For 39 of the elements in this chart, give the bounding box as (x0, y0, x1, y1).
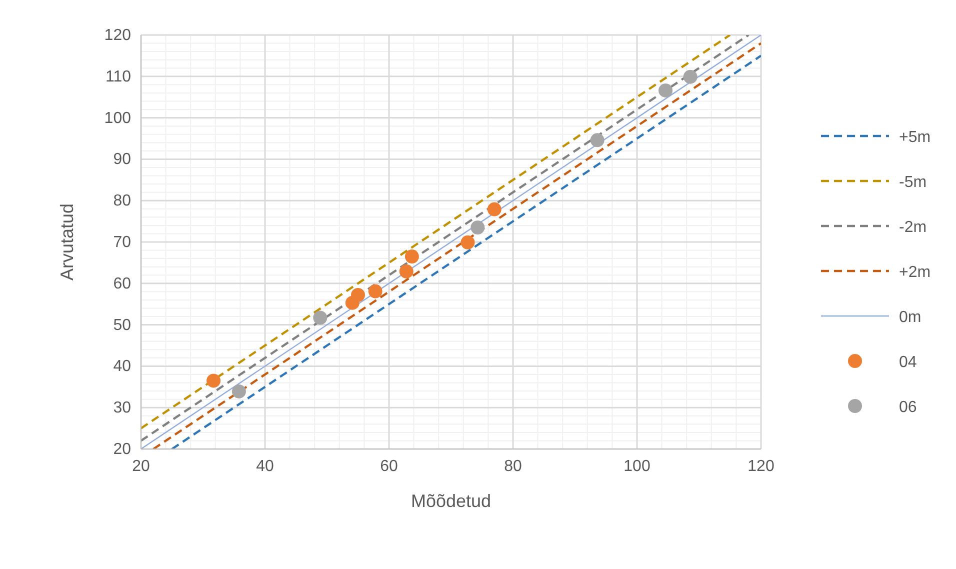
y-tick-label: 110 (105, 68, 132, 86)
legend-label: -5m (899, 174, 927, 191)
y-tick-label: 100 (104, 110, 132, 127)
x-tick-label: 120 (748, 458, 774, 475)
x-axis-title: Mõõdetud (410, 491, 492, 511)
point (683, 70, 698, 84)
x-tick-label: 100 (624, 458, 650, 475)
legend-label: 0m (899, 309, 922, 326)
point (232, 384, 246, 398)
point (399, 264, 414, 278)
y-tick-label: 30 (113, 400, 132, 417)
legend-label: 04 (899, 354, 917, 371)
y-axis-title: Arvutatud (57, 203, 77, 281)
legend-label: +2m (899, 264, 931, 281)
legend-label: -2m (899, 219, 927, 236)
legend-label: 06 (899, 399, 917, 416)
point (313, 310, 328, 325)
point (206, 374, 221, 388)
point (590, 133, 604, 148)
point (368, 284, 382, 298)
x-tick-label: 20 (132, 458, 150, 475)
y-tick-label: 90 (113, 151, 132, 168)
y-tick-label: 120 (104, 27, 132, 44)
legend-label: +5m (899, 129, 931, 146)
x-tick-label: 40 (256, 458, 274, 475)
y-tick-label: 40 (113, 358, 132, 376)
y-tick-label: 20 (113, 441, 132, 458)
point (487, 202, 502, 216)
x-tick-label: 60 (380, 458, 398, 475)
point (658, 83, 673, 98)
y-tick-label: 50 (113, 316, 132, 334)
point (351, 288, 365, 302)
point (460, 235, 475, 250)
y-tick-label: 70 (113, 234, 132, 251)
point (470, 220, 485, 235)
point (404, 249, 419, 264)
y-tick-label: 60 (113, 275, 132, 292)
x-tick-label: 80 (504, 458, 522, 475)
y-tick-label: 80 (113, 192, 132, 210)
